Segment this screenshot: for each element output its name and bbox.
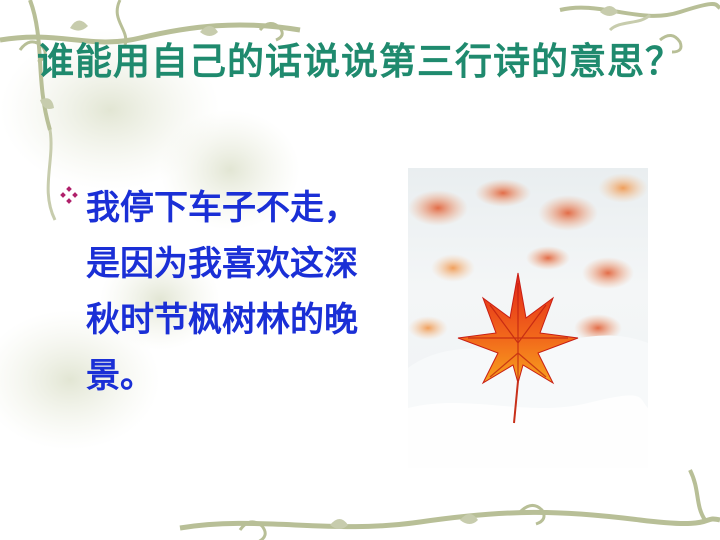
bullet-text: 我停下车子不走，是因为我喜欢这深秋时节枫树林的晚景。 <box>86 188 358 396</box>
maple-leaf-snow-photo <box>408 168 648 468</box>
diamond-bullet-icon <box>60 186 78 204</box>
slide-title: 谁能用自己的话说说第三行诗的意思？ <box>37 40 683 83</box>
